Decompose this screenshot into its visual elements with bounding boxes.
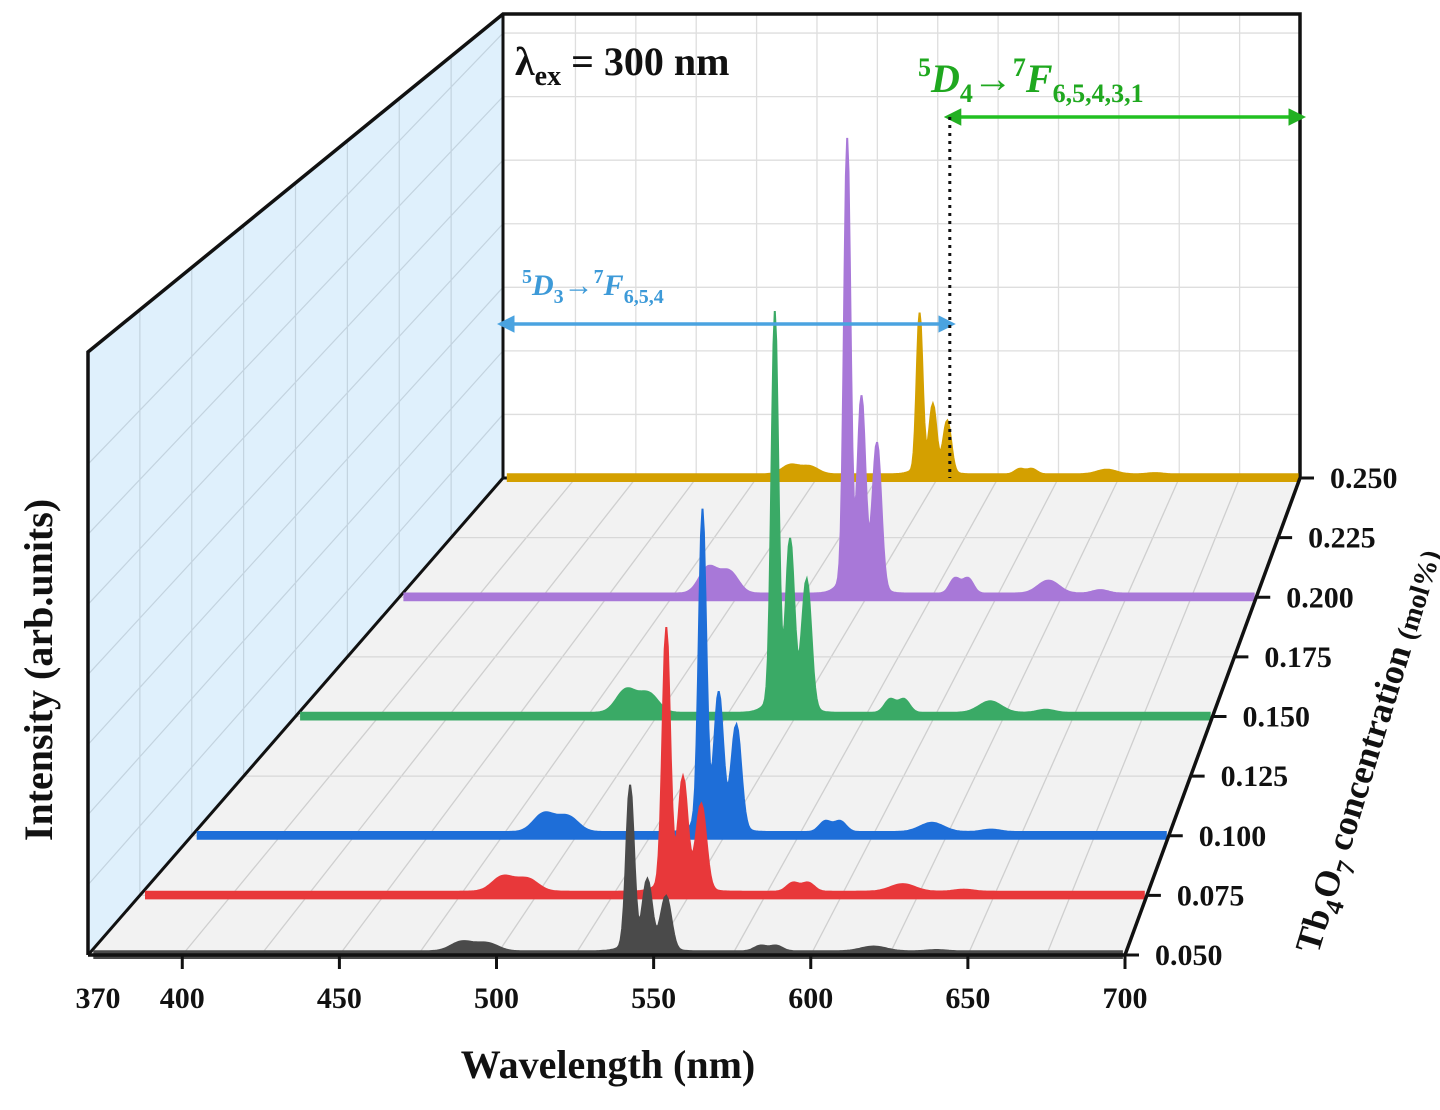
x-tick-label: 500 <box>474 982 519 1015</box>
z-ticks: 0.050 0.075 0.100 0.125 0.150 0.175 0.200 0.225… <box>1125 462 1398 972</box>
x-tick-label: 550 <box>631 982 676 1015</box>
z-tick-label: 0.150 <box>1243 701 1311 734</box>
z-tick-label: 0.250 <box>1330 462 1398 495</box>
series-0.050 <box>93 784 1123 959</box>
z-tick-label: 0.225 <box>1308 522 1376 555</box>
z-tick-label: 0.200 <box>1286 581 1354 614</box>
z-tick-label: 0.075 <box>1177 879 1245 912</box>
series-0.150 <box>300 311 1211 721</box>
z-tick-label: 0.125 <box>1221 760 1289 793</box>
z-tick-label: 0.100 <box>1199 820 1267 853</box>
back-wall <box>503 14 1300 478</box>
x-ticks: 370 400 450 500 550 600 650 700 <box>76 955 1148 1015</box>
x-tick-label: 370 <box>76 982 121 1015</box>
annotation-d3: 5D3→7F6,5,4 <box>497 266 956 333</box>
excitation-label: λex = 300 nm <box>515 39 729 92</box>
x-tick-label: 650 <box>945 982 990 1015</box>
z-tick-label: 0.175 <box>1264 641 1332 674</box>
x-tick-label: 450 <box>317 982 362 1015</box>
x-tick-label: 600 <box>788 982 833 1015</box>
annotation-d3-label: 5D3→7F6,5,4 <box>522 266 664 308</box>
y-axis-title: Intensity (arb.units) <box>16 499 61 841</box>
series-0.250 <box>506 312 1299 482</box>
series-layer <box>93 137 1299 959</box>
x-tick-label: 400 <box>160 982 205 1015</box>
series-0.200 <box>403 137 1255 602</box>
x-axis-title: Wavelength (nm) <box>461 1042 755 1087</box>
left-floor-edge <box>86 477 505 956</box>
annotation-d4: 5D4→7F6,5,4,3,1 <box>918 53 1306 126</box>
z-tick-label: 0.050 <box>1155 939 1223 972</box>
annotation-d4-label: 5D4→7F6,5,4,3,1 <box>918 53 1144 108</box>
x-tick-label: 700 <box>1103 982 1148 1015</box>
